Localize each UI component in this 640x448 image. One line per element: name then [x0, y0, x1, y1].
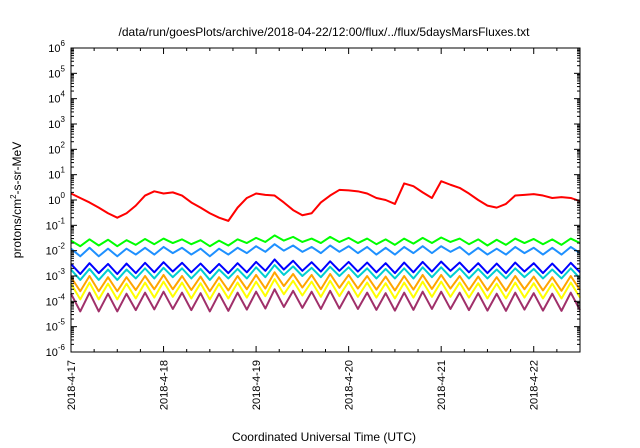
series-line-5 [70, 264, 581, 281]
y-tick-label: 104 [48, 90, 65, 106]
y-tick-label: 101 [48, 166, 65, 182]
y-axis-label-suffix: -s-sr-MeV [10, 142, 24, 195]
y-tick-label: 10-4 [46, 292, 66, 308]
x-tick-label: 2018-4-22 [529, 360, 541, 410]
series-line-6 [70, 271, 581, 293]
series-layer [70, 180, 581, 313]
y-tick-label: 102 [48, 140, 65, 156]
x-axis-label: Coordinated Universal Time (UTC) [232, 430, 416, 444]
series-line-7 [70, 278, 581, 301]
series-line-3 [70, 243, 581, 258]
x-tick-label: 2018-4-21 [436, 360, 448, 410]
y-tick-label: 10-6 [46, 343, 66, 359]
chart-title: /data/run/goesPlots/archive/2018-04-22/1… [119, 25, 531, 39]
y-axis: 10-6 10-5 10-4 10-3 10-2 10-1 100 101 102 103 104 1… [46, 39, 580, 359]
x-axis: 2018-4-17 2018-4-18 2018-4-19 2018-4-20 2018… [66, 48, 558, 410]
x-tick-label: 2018-4-17 [66, 360, 78, 410]
series-line-2 [70, 234, 581, 248]
y-tick-label: 100 [48, 191, 65, 207]
y-tick-label: 10-5 [46, 318, 66, 334]
x-tick-label: 2018-4-20 [344, 360, 356, 410]
x-tick-label: 2018-4-19 [251, 360, 263, 410]
y-tick-label: 10-1 [46, 216, 66, 232]
y-tick-label: 105 [48, 64, 65, 80]
series-line-8 [70, 288, 581, 313]
y-tick-label: 103 [48, 115, 65, 131]
y-axis-label: protons/cm2-s-sr-MeV [9, 142, 24, 258]
x-tick-label: 2018-4-18 [159, 360, 171, 410]
y-axis-label-superscript: 2 [9, 194, 18, 199]
y-tick-label: 10-3 [46, 267, 66, 283]
series-line-4 [70, 258, 581, 275]
y-tick-label: 10-2 [46, 242, 66, 258]
y-axis-label-prefix: protons/cm [10, 199, 24, 258]
y-tick-label: 106 [48, 39, 65, 55]
series-line-1 [70, 180, 581, 222]
